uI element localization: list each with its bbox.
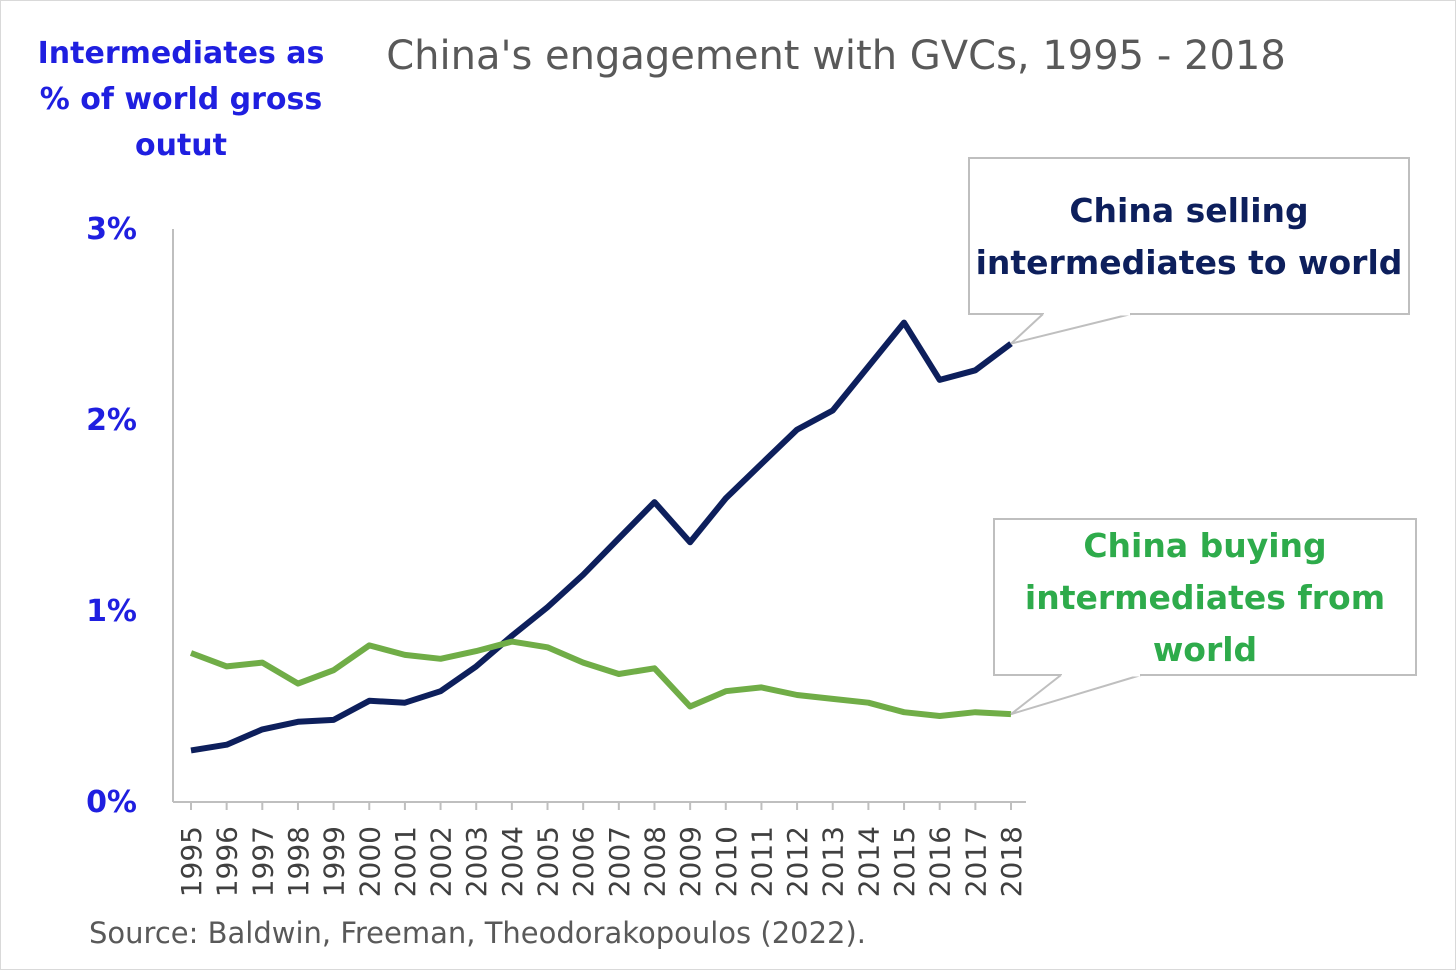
chart-title: China's engagement with GVCs, 1995 - 201… — [386, 33, 1286, 79]
x-tick-label: 2005 — [532, 826, 565, 897]
x-tick-label: 1997 — [246, 826, 279, 897]
x-tick-label: 2010 — [710, 826, 743, 897]
x-tick-label: 2009 — [674, 826, 707, 897]
x-tick-label: 2012 — [781, 826, 814, 897]
x-tick-label: 1996 — [211, 826, 244, 897]
callout-text: intermediates from — [1025, 578, 1385, 617]
callout-box — [968, 157, 1410, 315]
callout-text: China selling — [1069, 191, 1308, 230]
x-axis-ticks: 1995 1996 1997 1998 1999 2000 2001 2002 2003 2004… — [175, 802, 1028, 897]
callout-buying: China buying intermediates from world — [993, 518, 1417, 716]
x-tick-label: 2011 — [745, 826, 778, 897]
x-tick-label: 1999 — [318, 826, 351, 897]
x-tick-label: 2017 — [959, 826, 992, 897]
y-axis-label-line: % of world gross — [40, 82, 323, 117]
callout-box — [993, 518, 1417, 676]
callout-selling: China selling intermediates to world — [968, 157, 1410, 345]
x-tick-label: 2016 — [924, 826, 957, 897]
y-axis-ticks: 0% 1% 2% 3% — [86, 212, 137, 820]
x-tick-label: 1998 — [282, 826, 315, 897]
x-tick-label: 2007 — [603, 826, 636, 897]
callout-pointer — [1010, 313, 1132, 345]
x-tick-label: 2001 — [389, 826, 422, 897]
callout-pointer — [1010, 674, 1142, 716]
y-tick-label: 2% — [86, 403, 137, 438]
x-tick-label: 2000 — [353, 826, 386, 897]
series-line-buying — [189, 638, 1012, 719]
callout-text: world — [1153, 630, 1257, 669]
x-tick-label: 2013 — [817, 826, 850, 897]
x-tick-label: 2018 — [995, 826, 1028, 897]
series-line-selling — [190, 319, 1013, 754]
y-tick-label: 1% — [86, 594, 137, 629]
x-tick-label: 2003 — [460, 826, 493, 897]
callout-text: China buying — [1083, 526, 1326, 565]
y-tick-label: 3% — [86, 212, 137, 247]
x-tick-label: 1995 — [175, 826, 208, 897]
x-tick-label: 2015 — [888, 826, 921, 897]
y-axis-label: Intermediates as % of world gross outut — [38, 36, 325, 163]
x-tick-label: 2002 — [425, 826, 458, 897]
series-group — [189, 319, 1013, 754]
callout-text: intermediates to world — [976, 243, 1403, 282]
y-axis-label-line: Intermediates as — [38, 36, 325, 71]
y-tick-label: 0% — [86, 785, 137, 820]
x-tick-label: 2008 — [638, 826, 671, 897]
x-tick-label: 2004 — [496, 826, 529, 897]
source-note: Source: Baldwin, Freeman, Theodorakopoul… — [89, 916, 866, 950]
x-tick-label: 2014 — [852, 826, 885, 897]
x-tick-label: 2006 — [567, 826, 600, 897]
y-axis-label-line: outut — [135, 128, 227, 163]
